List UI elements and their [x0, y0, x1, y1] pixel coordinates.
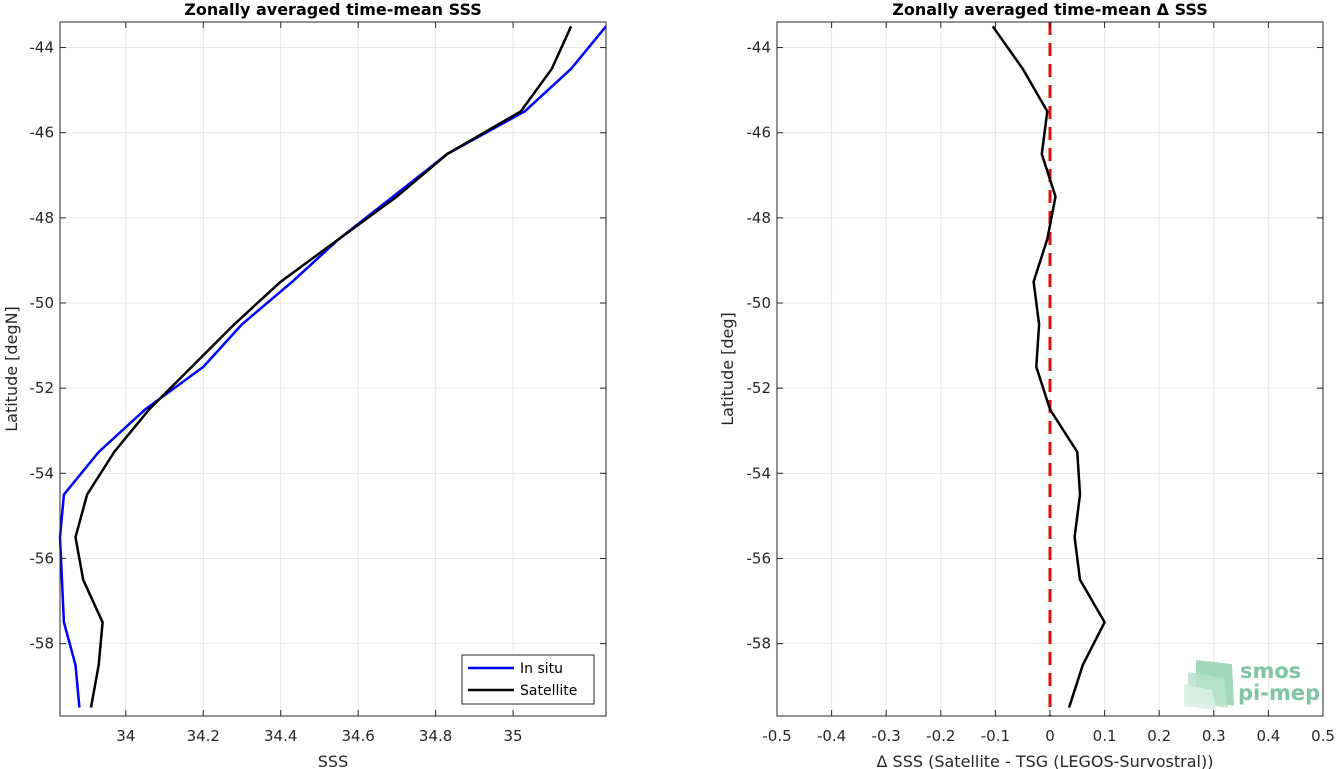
x-tick-label: 34.2 [187, 727, 220, 745]
x-tick-label: 0 [1045, 727, 1055, 745]
y-tick-label: -56 [747, 549, 772, 567]
y-tick-label: -58 [747, 635, 772, 653]
x-tick-label: 34.8 [419, 727, 452, 745]
y-tick-label: -56 [30, 549, 55, 567]
x-tick-label: 0.4 [1256, 727, 1280, 745]
legend-label-in-situ: In situ [520, 661, 563, 677]
y-tick-label: -48 [30, 209, 55, 227]
sss-title: Zonally averaged time-mean SSS [184, 0, 482, 19]
x-tick-label: -0.3 [872, 727, 901, 745]
smos-pi-mep-logo: smos pi-mep [1184, 659, 1320, 710]
delta-ticks: -0.5 -0.4 -0.3 -0.2 -0.1 0 0.1 0.2 0.3 0.4 0.5 -58 -… [747, 22, 1335, 745]
y-tick-label: -52 [747, 379, 772, 397]
x-tick-label: 0.1 [1093, 727, 1117, 745]
y-tick-label: -46 [747, 124, 772, 142]
logo-shape-front [1184, 684, 1216, 710]
y-tick-label: -52 [30, 379, 55, 397]
x-tick-label: 35 [504, 727, 523, 745]
x-tick-label: 0.2 [1147, 727, 1171, 745]
delta-ylabel: Latitude [deg] [718, 312, 737, 426]
logo-text-smos: smos [1240, 659, 1301, 683]
sss-grid [60, 22, 606, 716]
y-tick-label: -58 [30, 635, 55, 653]
y-tick-label: -48 [747, 209, 772, 227]
y-tick-label: -50 [30, 294, 55, 312]
sss-xlabel: SSS [318, 752, 348, 769]
series-line-delta [991, 25, 1106, 708]
sss-legend: In situ Satellite [461, 654, 595, 705]
x-tick-label: -0.2 [926, 727, 955, 745]
legend-label-satellite: Satellite [520, 683, 577, 699]
y-tick-label: -46 [30, 124, 55, 142]
sss-ylabel: Latitude [degN] [2, 306, 21, 432]
x-tick-label: 34.6 [341, 727, 374, 745]
y-tick-label: -44 [30, 39, 55, 57]
sss-axes-box [59, 21, 607, 717]
x-tick-label: 0.3 [1202, 727, 1226, 745]
y-tick-label: -50 [747, 294, 772, 312]
x-tick-label: -0.4 [817, 727, 846, 745]
x-tick-label: -0.5 [762, 727, 791, 745]
x-tick-label: 0.5 [1311, 727, 1335, 745]
delta-xlabel: Δ SSS (Satellite - TSG (LEGOS-Survostral… [877, 752, 1214, 769]
y-tick-label: -44 [747, 39, 772, 57]
series-line-satellite [74, 25, 573, 708]
logo-text-pi-mep: pi-mep [1238, 681, 1320, 705]
y-tick-label: -54 [747, 464, 772, 482]
sss-panel: 34 34.2 34.4 34.6 34.8 35 -58 -56 -54 -52 -50 -48 -4… [2, 0, 607, 769]
delta-sss-panel: -0.5 -0.4 -0.3 -0.2 -0.1 0 0.1 0.2 0.3 0.4 0.5 -58 -… [718, 0, 1335, 769]
x-tick-label: 34 [116, 727, 135, 745]
delta-title: Zonally averaged time-mean Δ SSS [892, 0, 1208, 19]
series-line-in-situ [58, 25, 607, 708]
sss-ticks: 34 34.2 34.4 34.6 34.8 35 -58 -56 -54 -52 -50 -48 -4… [30, 22, 606, 745]
y-tick-label: -54 [30, 464, 55, 482]
sss-lines [58, 25, 607, 708]
x-tick-label: -0.1 [981, 727, 1010, 745]
legend-box [461, 654, 595, 705]
delta-lines [991, 22, 1106, 716]
x-tick-label: 34.4 [264, 727, 297, 745]
